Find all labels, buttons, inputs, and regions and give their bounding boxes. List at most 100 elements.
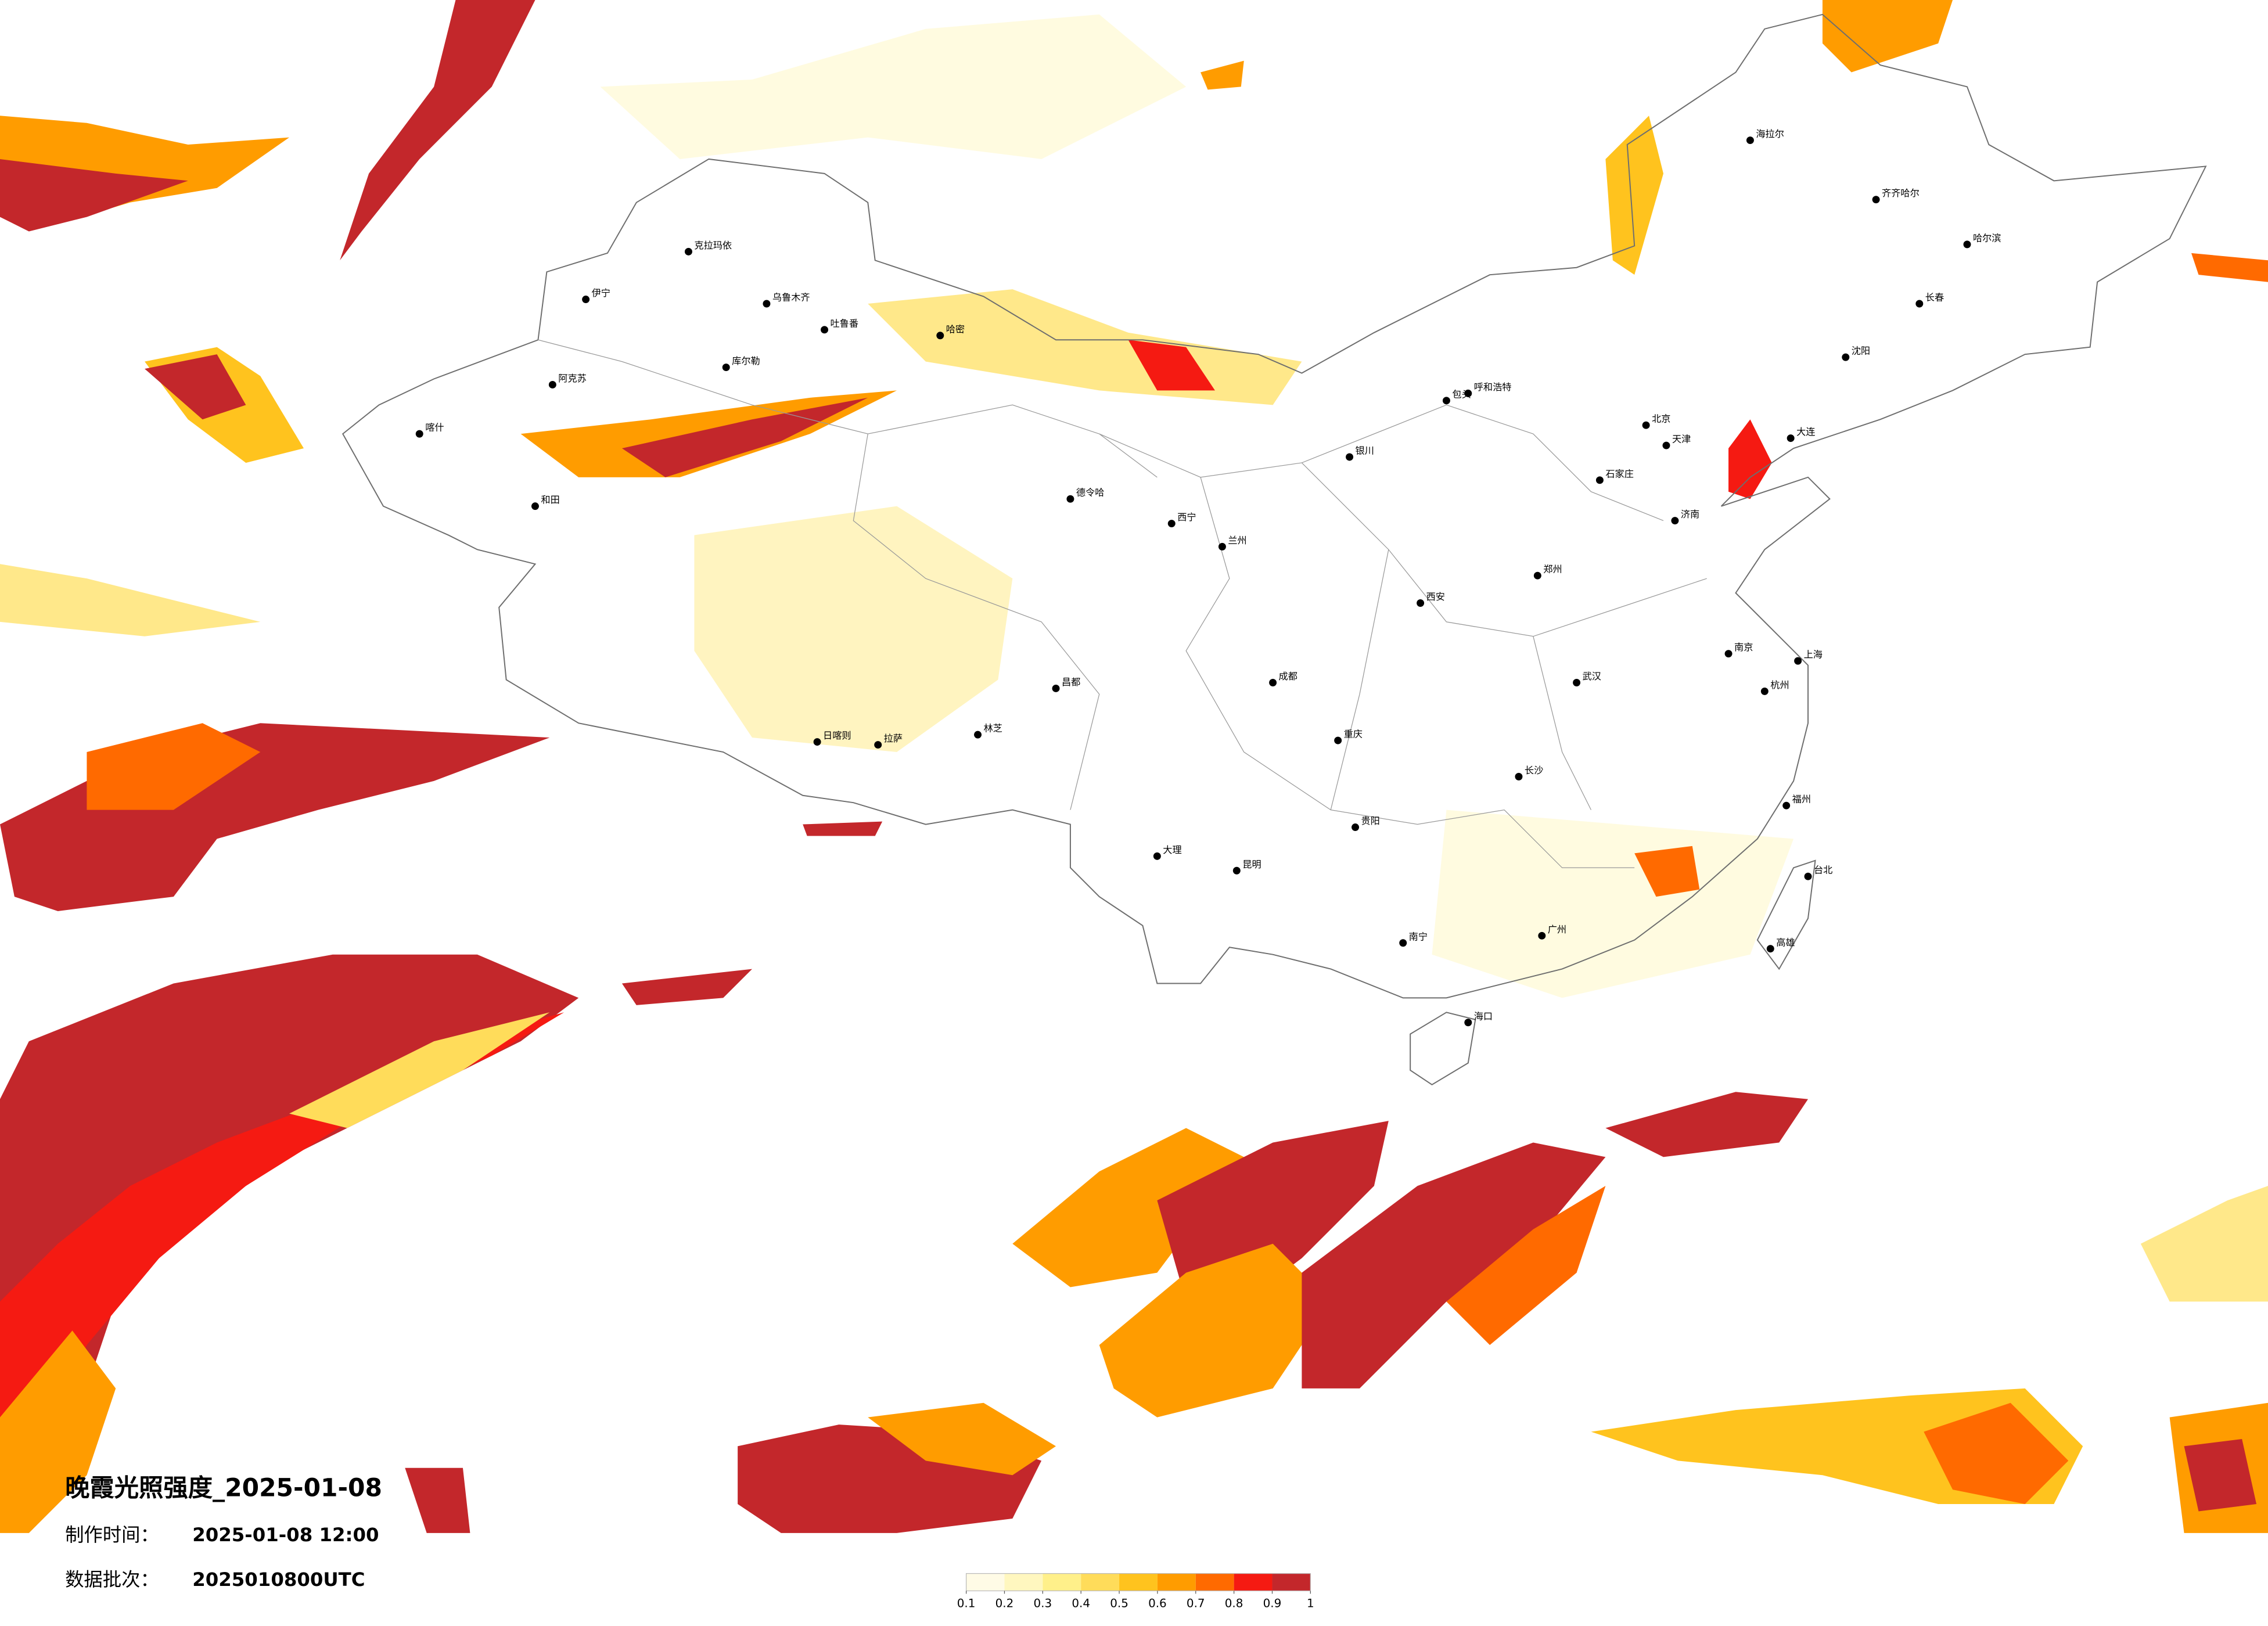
- heat-area: [1634, 846, 1700, 897]
- heat-field: [0, 0, 2268, 1533]
- city-label: 昆明: [1242, 859, 1261, 870]
- city-dot: [1915, 300, 1924, 308]
- city-dot: [1573, 679, 1581, 686]
- colorbar-tick-label: 0.8: [1225, 1596, 1243, 1610]
- city-dot: [763, 300, 771, 308]
- city-dot: [1066, 495, 1074, 503]
- heat-area: [1128, 340, 1215, 391]
- city-label: 喀什: [425, 422, 444, 433]
- colorbar-bin: [1119, 1573, 1158, 1591]
- city-dot: [1352, 823, 1360, 832]
- city-label: 大理: [1163, 844, 1181, 855]
- heat-area: [1728, 419, 1772, 499]
- city-label: 德令哈: [1076, 487, 1105, 498]
- island-outline: [1410, 1012, 1476, 1086]
- colorbar-bin: [1272, 1573, 1311, 1591]
- city-dot: [1782, 801, 1791, 810]
- colorbar: 0.1 0.2 0.3 0.4 0.5 0.6 0.7 0.8 0.9 1: [957, 1573, 1314, 1610]
- heat-area: [694, 506, 1013, 753]
- city-dot: [1269, 679, 1277, 686]
- city-dot: [1595, 476, 1604, 484]
- heat-area: [145, 354, 246, 420]
- city-label: 沈阳: [1852, 346, 1870, 357]
- city-dot: [1153, 852, 1161, 860]
- heat-area: [1157, 1121, 1389, 1302]
- colorbar-tick-label: 0.2: [995, 1596, 1014, 1610]
- city-label: 大连: [1796, 426, 1815, 437]
- city-dot: [1662, 441, 1670, 449]
- city-label: 日喀则: [823, 730, 851, 741]
- heat-area: [1924, 1402, 2069, 1505]
- city-dot: [1787, 434, 1795, 443]
- heat-area: [1099, 1243, 1331, 1418]
- heat-area: [1302, 1142, 1606, 1388]
- city-label: 济南: [1681, 509, 1699, 520]
- city-dot: [582, 296, 590, 303]
- city-label: 上海: [1804, 649, 1823, 660]
- city-dot: [1766, 945, 1774, 953]
- heat-area: [0, 1012, 565, 1505]
- city-label: 兰州: [1228, 535, 1246, 546]
- heat-area: [2184, 1438, 2257, 1512]
- city-dot: [1794, 657, 1802, 665]
- city-label: 林芝: [983, 723, 1002, 734]
- city-label: 和田: [541, 494, 559, 505]
- city-dot: [1232, 866, 1241, 875]
- city-dot: [1872, 196, 1880, 204]
- batch-id: 2025010800UTC: [192, 1569, 365, 1591]
- city-label: 贵阳: [1361, 815, 1379, 826]
- city-dot: [1464, 389, 1472, 397]
- heat-area: [1012, 1128, 1244, 1287]
- colorbar-tick-label: 1: [1307, 1596, 1314, 1610]
- city-label: 高雄: [1776, 937, 1795, 948]
- city-label: 拉萨: [884, 733, 903, 744]
- city-label: 广州: [1548, 924, 1566, 935]
- colorbar-tick-label: 0.7: [1187, 1596, 1205, 1610]
- city-dot: [874, 741, 882, 749]
- map-title: 晚霞光照强度_2025-01-08: [65, 1474, 382, 1502]
- colorbar-frame: [965, 1573, 1311, 1592]
- city-label: 乌鲁木齐: [772, 292, 810, 303]
- city-label: 重庆: [1344, 729, 1363, 740]
- heat-area: [621, 397, 868, 477]
- city-dot: [1963, 240, 1971, 249]
- colorbar-bin: [1004, 1573, 1043, 1591]
- heat-area: [1822, 0, 1953, 73]
- colorbar-tick-label: 0.5: [1110, 1596, 1128, 1610]
- colorbar-bin: [1157, 1573, 1196, 1591]
- heat-area: [0, 954, 579, 1490]
- batch-label: 数据批次：: [65, 1569, 159, 1591]
- city-label: 海口: [1474, 1010, 1493, 1021]
- city-dot: [1724, 650, 1733, 658]
- city-label: 杭州: [1770, 679, 1789, 690]
- colorbar-bin: [1081, 1573, 1120, 1591]
- city-label: 长春: [1925, 292, 1944, 303]
- city-label: 昌都: [1062, 677, 1080, 688]
- colorbar-tick-label: 0.4: [1072, 1596, 1090, 1610]
- city-dot: [974, 731, 982, 739]
- colorbar-tick-label: 0.1: [957, 1596, 976, 1610]
- city-dot: [1538, 931, 1546, 940]
- city-label: 哈密: [946, 323, 965, 334]
- made-label: 制作时间：: [65, 1524, 159, 1546]
- colorbar-tick-label: 0.6: [1148, 1596, 1167, 1610]
- heat-area: [2140, 1186, 2268, 1302]
- city-dot: [1746, 136, 1754, 145]
- city-dot: [1842, 353, 1850, 361]
- heat-area: [87, 723, 261, 810]
- city-dot: [1804, 872, 1812, 880]
- heat-area: [1446, 1186, 1606, 1346]
- city-dot: [1346, 453, 1354, 461]
- colorbar-bin: [1195, 1573, 1234, 1591]
- heat-area: [1605, 116, 1663, 275]
- city-label: 武汉: [1583, 671, 1601, 682]
- city-label: 阿克苏: [558, 373, 587, 384]
- island-outline: [1756, 859, 1816, 970]
- city-dot: [936, 332, 944, 340]
- heat-area: [405, 1467, 470, 1533]
- city-label: 南宁: [1409, 931, 1428, 942]
- heat-area: [289, 1012, 550, 1128]
- city-label: 西宁: [1177, 512, 1196, 523]
- city-dot: [1464, 1019, 1472, 1027]
